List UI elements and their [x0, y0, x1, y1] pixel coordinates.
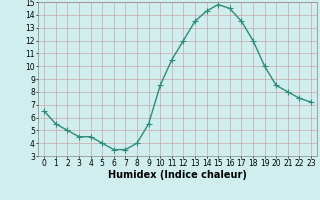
X-axis label: Humidex (Indice chaleur): Humidex (Indice chaleur)	[108, 170, 247, 180]
